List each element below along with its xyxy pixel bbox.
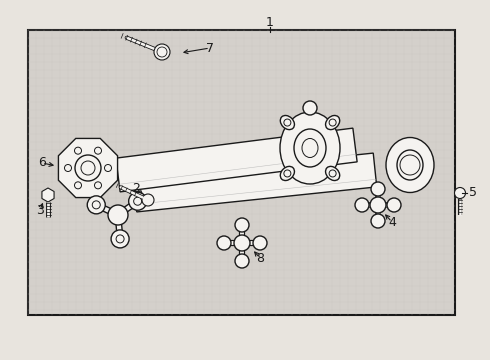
Circle shape — [284, 170, 291, 177]
Circle shape — [92, 201, 100, 209]
Circle shape — [154, 44, 170, 60]
Circle shape — [65, 165, 72, 171]
Circle shape — [371, 182, 385, 196]
Text: 7: 7 — [206, 41, 214, 54]
Ellipse shape — [280, 116, 294, 130]
Circle shape — [104, 165, 112, 171]
Circle shape — [129, 192, 147, 210]
Circle shape — [134, 197, 142, 205]
Circle shape — [116, 235, 124, 243]
Polygon shape — [116, 128, 357, 192]
Circle shape — [95, 147, 101, 154]
Circle shape — [234, 235, 250, 251]
Text: 4: 4 — [388, 216, 396, 229]
Bar — [28, 30, 455, 315]
Polygon shape — [58, 139, 118, 198]
Ellipse shape — [294, 129, 326, 167]
Ellipse shape — [397, 150, 423, 180]
Ellipse shape — [280, 166, 294, 180]
Circle shape — [329, 170, 336, 177]
Circle shape — [235, 254, 249, 268]
Text: 5: 5 — [469, 186, 477, 199]
Ellipse shape — [302, 139, 318, 158]
Circle shape — [253, 236, 267, 250]
Polygon shape — [42, 188, 54, 202]
Ellipse shape — [386, 138, 434, 193]
Circle shape — [370, 197, 386, 213]
Text: 3: 3 — [36, 203, 44, 216]
Circle shape — [284, 119, 291, 126]
Circle shape — [303, 101, 317, 115]
Circle shape — [81, 161, 95, 175]
Ellipse shape — [325, 116, 340, 130]
Ellipse shape — [280, 112, 340, 184]
Circle shape — [400, 155, 420, 175]
Circle shape — [87, 196, 105, 214]
Text: 6: 6 — [38, 157, 46, 170]
Circle shape — [371, 214, 385, 228]
Circle shape — [387, 198, 401, 212]
Circle shape — [75, 155, 101, 181]
Circle shape — [74, 182, 81, 189]
Circle shape — [217, 236, 231, 250]
Circle shape — [111, 230, 129, 248]
Circle shape — [329, 119, 336, 126]
Text: 2: 2 — [132, 181, 140, 194]
Circle shape — [157, 47, 167, 57]
Circle shape — [142, 194, 154, 206]
Circle shape — [235, 218, 249, 232]
Text: 1: 1 — [266, 15, 274, 28]
Ellipse shape — [325, 166, 340, 180]
Circle shape — [455, 188, 466, 198]
Text: 8: 8 — [256, 252, 264, 265]
Polygon shape — [133, 153, 377, 212]
Circle shape — [108, 205, 128, 225]
Circle shape — [74, 147, 81, 154]
Circle shape — [95, 182, 101, 189]
Circle shape — [355, 198, 369, 212]
